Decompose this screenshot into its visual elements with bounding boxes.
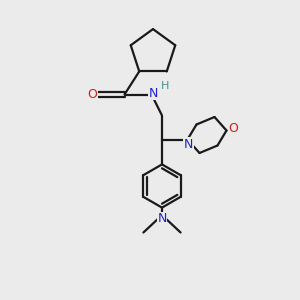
Text: O: O bbox=[87, 88, 97, 101]
Text: N: N bbox=[184, 138, 193, 151]
Text: H: H bbox=[161, 81, 169, 91]
Text: N: N bbox=[157, 212, 167, 225]
Text: N: N bbox=[148, 86, 158, 100]
Text: O: O bbox=[228, 122, 238, 135]
